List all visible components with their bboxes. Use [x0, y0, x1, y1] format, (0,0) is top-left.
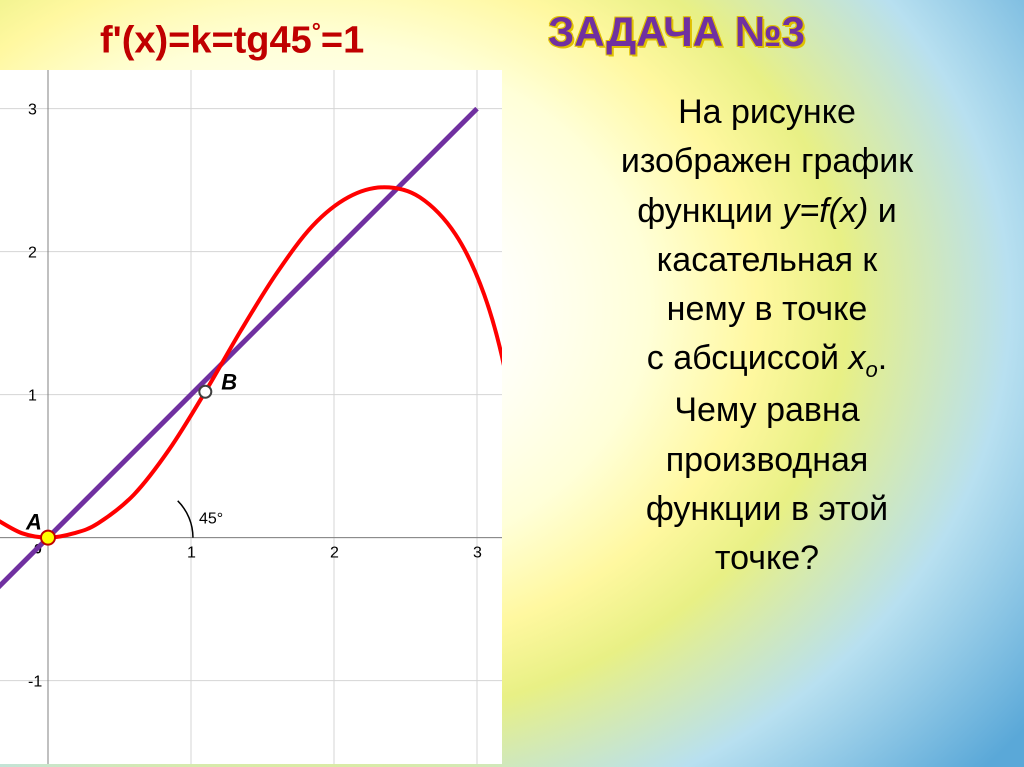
- function-curve: [0, 187, 502, 709]
- point-B: [199, 386, 211, 398]
- task-text-line: функции y=f(x) и: [512, 187, 1022, 236]
- ytick-label: -1: [28, 674, 42, 691]
- task-title: ЗАДАЧА №3: [548, 8, 805, 56]
- task-text-line: функции в этой: [512, 485, 1022, 534]
- chart-svg: 123-1123045°AB: [0, 70, 502, 764]
- task-text-line: изображен график: [512, 137, 1022, 186]
- task-text: На рисункеизображен графикфункции y=f(x)…: [512, 88, 1022, 584]
- task-text-line: производная: [512, 436, 1022, 485]
- ytick-label: 1: [28, 388, 37, 405]
- page: f'(x)=k=tg45°=1 ЗАДАЧА №3 На рисункеизоб…: [0, 0, 1024, 767]
- point-label-B: B: [221, 370, 237, 395]
- point-label-A: A: [25, 510, 42, 535]
- xtick-label: 2: [330, 545, 339, 562]
- ytick-label: 2: [28, 245, 37, 262]
- task-text-line: с абсциссой xo.: [512, 334, 1022, 386]
- formula: f'(x)=k=tg45°=1: [100, 18, 364, 63]
- tangent-line: [0, 109, 477, 588]
- formula-deg: °: [312, 18, 321, 44]
- formula-part1: f'(x)=k=tg45: [100, 20, 312, 62]
- xtick-label: 1: [187, 545, 196, 562]
- task-text-line: касательная к: [512, 236, 1022, 285]
- task-text-line: Чему равна: [512, 386, 1022, 435]
- point-A: [41, 531, 55, 545]
- task-text-line: точке?: [512, 534, 1022, 583]
- chart: 123-1123045°AB: [0, 70, 502, 764]
- formula-part2: =1: [321, 20, 364, 62]
- task-text-line: нему в точке: [512, 285, 1022, 334]
- ytick-label: 3: [28, 102, 37, 119]
- angle-label: 45°: [199, 511, 223, 528]
- xtick-label: 3: [473, 545, 482, 562]
- task-text-line: На рисунке: [512, 88, 1022, 137]
